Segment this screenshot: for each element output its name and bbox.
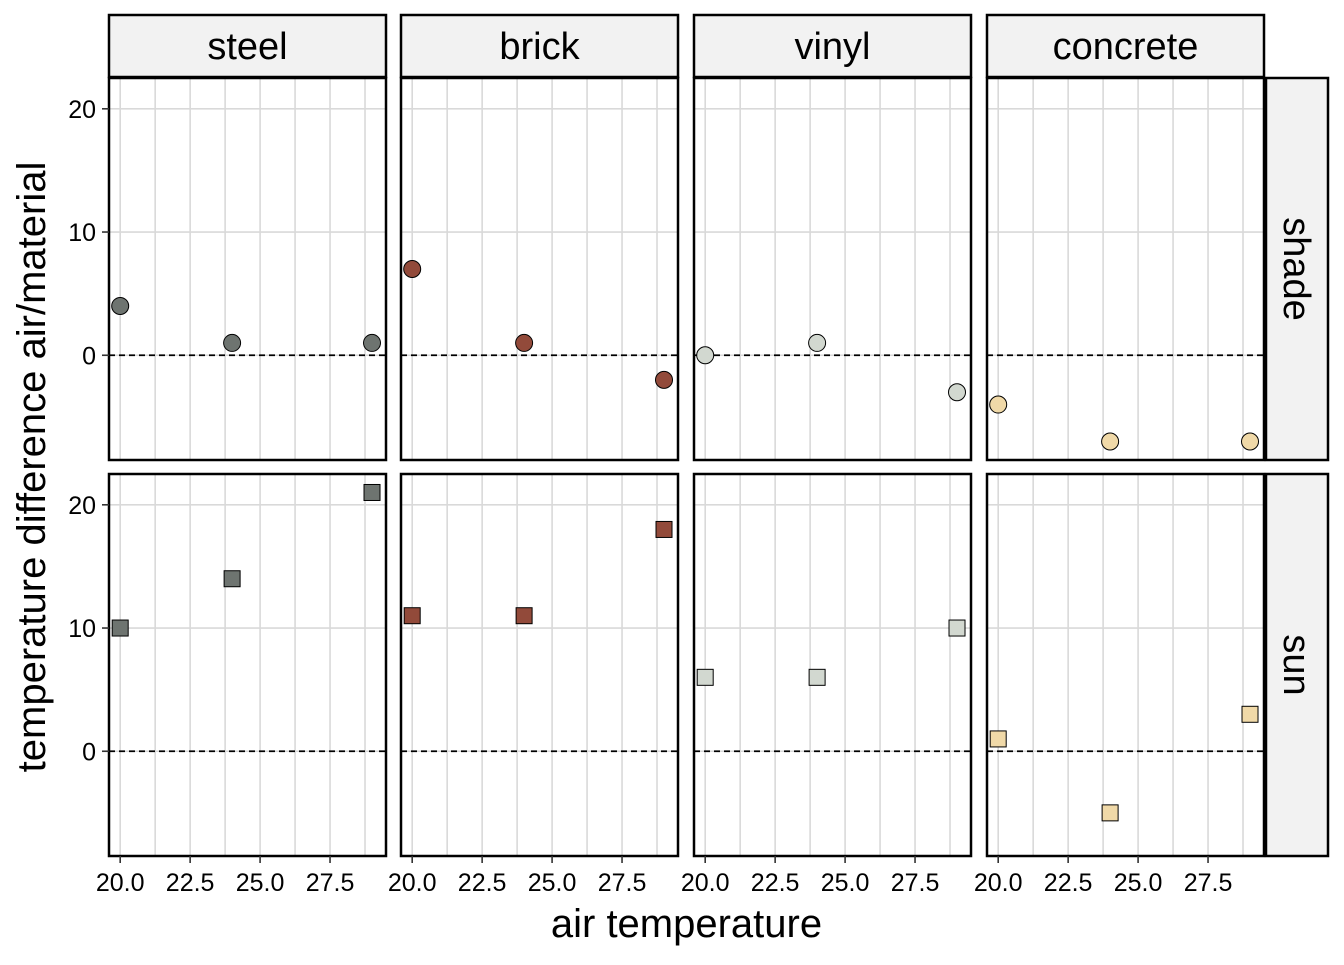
data-point-brick-sun: [655, 520, 673, 538]
x-tick-label: 25.0: [1114, 869, 1163, 897]
x-tick-label: 22.5: [166, 869, 215, 897]
facet-strip-sun: [1264, 472, 1330, 858]
facet-strip-brick: [399, 13, 680, 79]
data-point-concrete-sun: [1241, 705, 1259, 723]
panel-background: [401, 474, 678, 856]
x-axis-title: air temperature: [551, 902, 822, 946]
data-point-vinyl-sun: [808, 668, 826, 686]
panel-background: [694, 474, 971, 856]
y-tick-label: 0: [82, 342, 96, 370]
data-point-vinyl-sun: [948, 619, 966, 637]
y-tick-label: 20: [68, 492, 96, 520]
data-point-steel-shade: [111, 296, 130, 315]
y-axis-title: temperature difference air/material: [10, 162, 54, 773]
data-point-concrete-sun: [1101, 804, 1119, 822]
panel-background: [987, 474, 1264, 856]
panel-border: [399, 76, 680, 462]
panel-border: [107, 472, 388, 858]
data-point-concrete-shade: [989, 395, 1008, 414]
facet-strip-concrete: [985, 13, 1266, 79]
x-tick-label: 22.5: [458, 869, 507, 897]
data-point-vinyl-sun: [696, 668, 714, 686]
x-tick-label: 27.5: [1184, 869, 1233, 897]
panel-border: [107, 76, 388, 462]
x-tick-label: 20.0: [96, 869, 145, 897]
data-point-concrete-shade: [1241, 432, 1260, 451]
facet-label-concrete: concrete: [1053, 26, 1199, 68]
data-point-steel-sun: [223, 570, 241, 588]
data-point-brick-shade: [403, 260, 422, 278]
x-tick-label: 25.0: [236, 869, 285, 897]
data-point-brick-sun: [515, 607, 533, 625]
panel-background: [109, 474, 386, 856]
x-tick-label: 20.0: [388, 869, 437, 897]
x-tick-label: 20.0: [681, 869, 730, 897]
x-tick-label: 25.0: [821, 869, 870, 897]
data-point-brick-shade: [655, 370, 674, 389]
facet-label-sun: sun: [1275, 634, 1317, 695]
data-point-vinyl-shade: [948, 383, 967, 402]
data-point-brick-shade: [515, 333, 534, 352]
y-tick-label: 0: [82, 738, 96, 766]
data-point-steel-shade: [223, 333, 242, 352]
data-point-concrete-sun: [989, 730, 1007, 748]
data-point-steel-shade: [363, 333, 382, 352]
panel-background: [694, 78, 971, 460]
data-point-steel-sun: [111, 619, 129, 637]
facet-label-shade: shade: [1275, 217, 1317, 321]
x-tick-label: 25.0: [528, 869, 577, 897]
panel-border: [399, 472, 680, 858]
x-tick-label: 27.5: [891, 869, 940, 897]
x-tick-label: 20.0: [974, 869, 1023, 897]
y-tick-label: 10: [68, 615, 96, 643]
panel-background: [109, 78, 386, 460]
panel-border: [985, 472, 1266, 858]
x-tick-label: 27.5: [306, 869, 355, 897]
data-point-vinyl-shade: [696, 346, 715, 365]
panel-border: [692, 76, 973, 462]
data-point-steel-sun: [363, 483, 381, 501]
y-tick-label: 10: [68, 219, 96, 247]
panel-border: [985, 76, 1266, 462]
data-point-concrete-shade: [1101, 432, 1120, 451]
panel-background: [401, 78, 678, 460]
x-tick-label: 22.5: [1044, 869, 1093, 897]
facet-label-steel: steel: [207, 26, 287, 68]
x-tick-label: 27.5: [598, 869, 647, 897]
panel-background: [987, 78, 1264, 460]
facet-strip-shade: [1264, 76, 1330, 462]
x-tick-label: 22.5: [751, 869, 800, 897]
panel-border: [692, 472, 973, 858]
data-point-vinyl-shade: [808, 333, 827, 352]
data-point-brick-sun: [403, 607, 421, 625]
facet-label-vinyl: vinyl: [794, 26, 870, 68]
facet-label-brick: brick: [499, 26, 580, 68]
y-tick-label: 20: [68, 96, 96, 124]
facet-strip-steel: [107, 13, 388, 79]
